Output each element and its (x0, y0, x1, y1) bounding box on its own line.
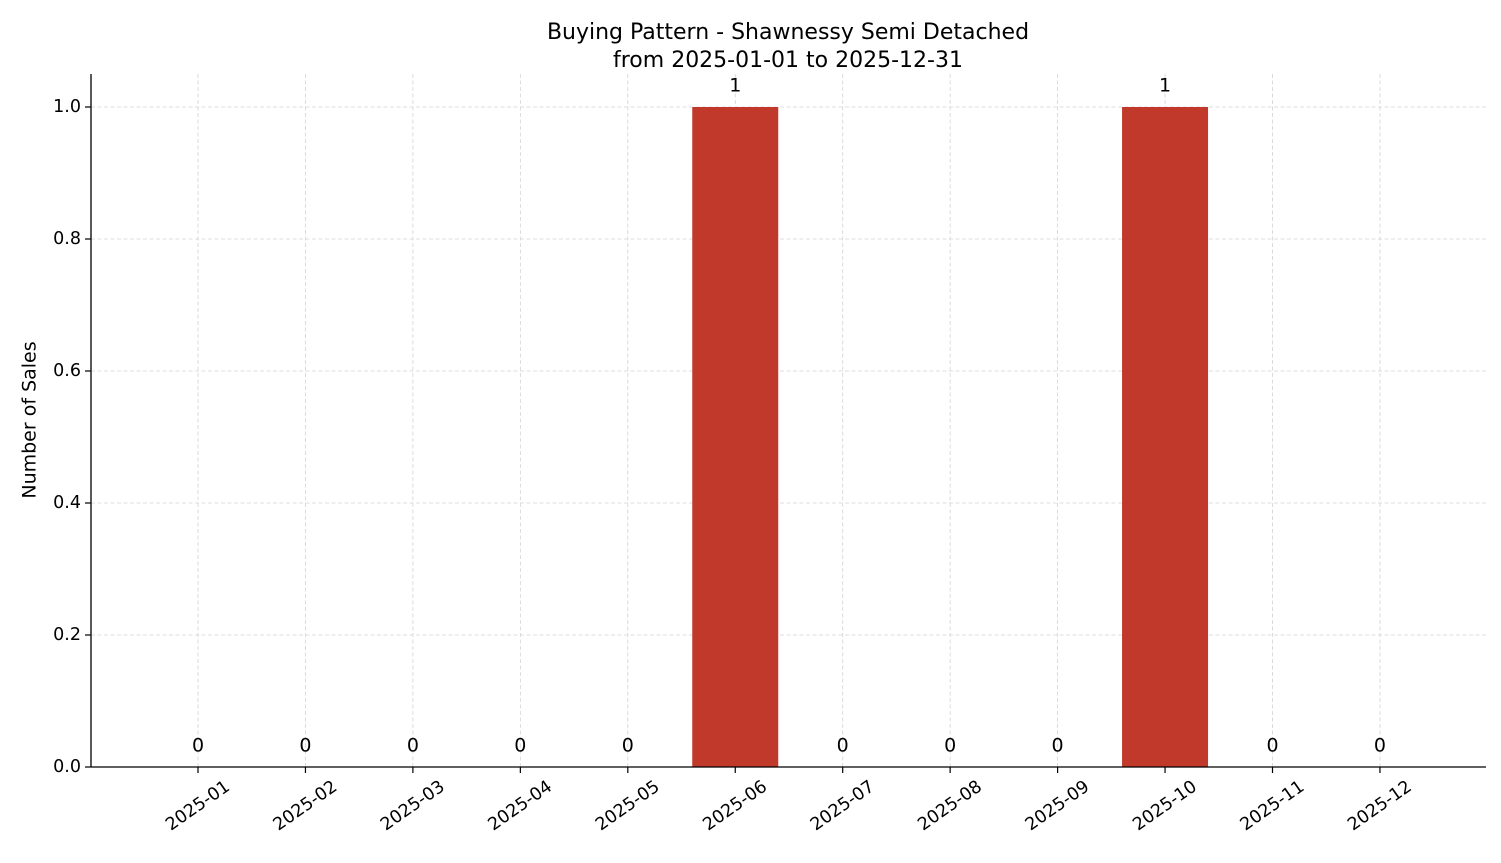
x-tick-label: 2025-03 (377, 777, 448, 835)
x-tick-label: 2025-05 (592, 777, 663, 835)
x-tick-label: 2025-10 (1129, 777, 1200, 835)
y-tick-label: 0.2 (53, 625, 81, 645)
value-label: 0 (514, 735, 526, 757)
x-tick-label: 2025-07 (807, 777, 878, 835)
x-tick-label: 2025-04 (485, 777, 556, 835)
y-tick-label: 0.4 (53, 493, 81, 513)
y-tick-label: 0.8 (53, 229, 81, 249)
y-axis-label: Number of Sales (19, 341, 41, 498)
x-tick-label: 2025-02 (270, 777, 341, 835)
value-label: 0 (1266, 735, 1278, 757)
x-tick-label: 2025-09 (1022, 777, 1093, 835)
plot-area (692, 107, 1209, 767)
grid (91, 74, 1486, 768)
x-tick-label: 2025-12 (1344, 777, 1415, 835)
x-tick-label: 2025-11 (1237, 777, 1308, 835)
bar (1122, 107, 1209, 767)
x-tick-label: 2025-06 (700, 777, 771, 835)
value-label: 0 (192, 735, 204, 757)
chart-subtitle: from 2025-01-01 to 2025-12-31 (613, 48, 963, 73)
value-label: 0 (1374, 735, 1386, 757)
value-label: 0 (622, 735, 634, 757)
y-tick-label: 0.6 (53, 361, 81, 381)
value-label: 0 (407, 735, 419, 757)
value-label: 1 (1159, 75, 1171, 97)
y-tick-label: 1.0 (53, 97, 81, 117)
value-label: 0 (837, 735, 849, 757)
value-label: 0 (1052, 735, 1064, 757)
chart-title: Buying Pattern - Shawnessy Semi Detached (547, 20, 1029, 45)
x-tick-label: 2025-01 (162, 777, 233, 835)
y-tick-label: 0.0 (53, 757, 81, 777)
value-label: 0 (299, 735, 311, 757)
value-label: 0 (944, 735, 956, 757)
x-tick-label: 2025-08 (914, 777, 985, 835)
value-label: 1 (729, 75, 741, 97)
bar (692, 107, 779, 767)
